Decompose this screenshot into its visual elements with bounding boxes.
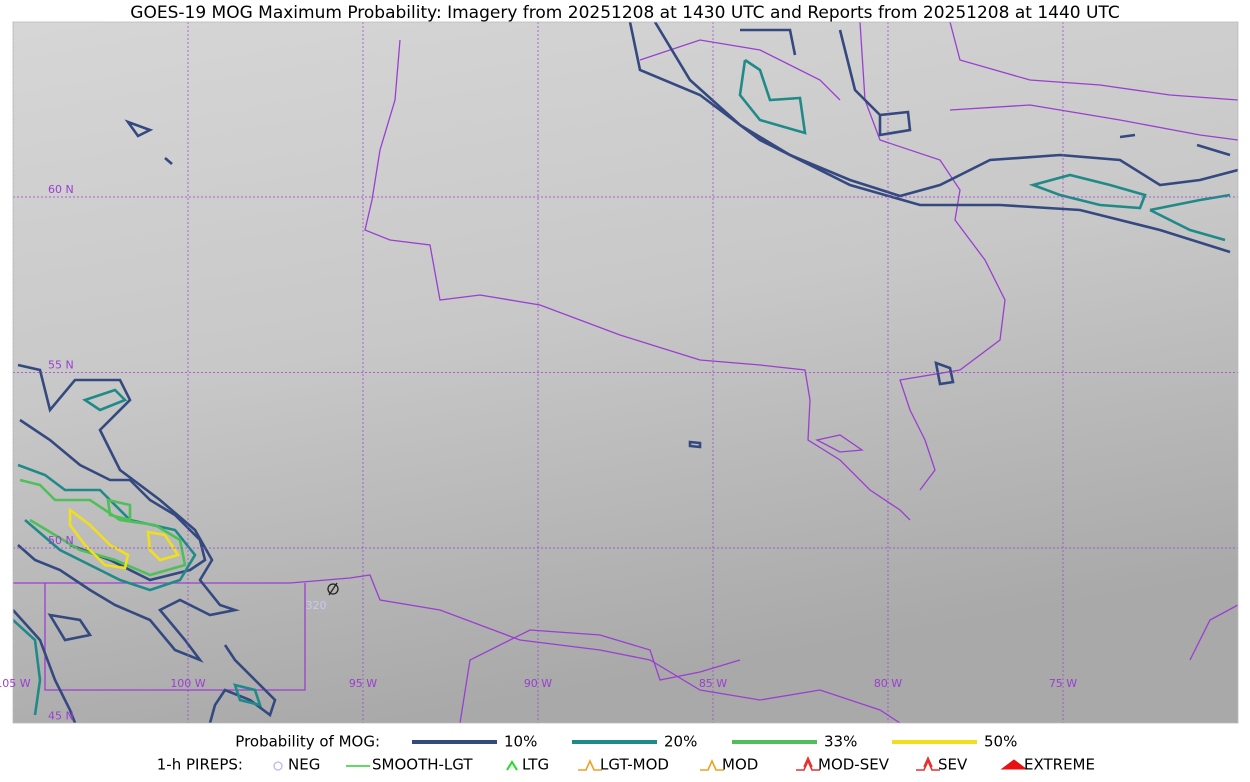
- latitude-label: 55 N: [48, 359, 74, 372]
- longitude-label: 75 W: [1049, 677, 1077, 690]
- legend-label: SMOOTH-LGT: [372, 756, 473, 774]
- legend-icon: [273, 761, 283, 771]
- longitude-label: 100 W: [170, 677, 205, 690]
- coastlines: [13, 22, 1238, 723]
- legend-label: EXTREME: [1024, 756, 1095, 774]
- title: GOES-19 MOG Maximum Probability: Imagery…: [130, 3, 1119, 23]
- legend-icon: [578, 759, 602, 771]
- legend-label: LGT-MOD: [600, 756, 669, 774]
- map-frame: [12, 21, 1239, 724]
- longitude-label: 80 W: [874, 677, 902, 690]
- legend-label: SEV: [938, 756, 968, 774]
- legend-title: Probability of MOG:: [235, 733, 380, 751]
- legend-icon: [916, 756, 940, 771]
- legend-icon: [1000, 759, 1028, 770]
- pirep-neg-icon: [327, 583, 339, 595]
- legend-label: 20%: [664, 733, 697, 751]
- pirep-altitude: 320: [306, 599, 327, 612]
- legend-label: MOD-SEV: [818, 756, 890, 774]
- longitude-label: 95 W: [349, 677, 377, 690]
- legend-icon: [506, 760, 518, 771]
- longitude-label: 90 W: [524, 677, 552, 690]
- longitude-label: 85 W: [699, 677, 727, 690]
- graticule: [13, 22, 1238, 723]
- legend-icon: [700, 759, 724, 771]
- legend-label: NEG: [288, 756, 320, 774]
- legend-label: MOD: [722, 756, 758, 774]
- legend-label: 10%: [504, 733, 537, 751]
- mog-contours: [13, 22, 1238, 723]
- legend: Probability of MOG: 10% 20% 33% 50% 1-h PIREP…: [157, 733, 1095, 774]
- pirep-neg-slash: [328, 582, 338, 596]
- latitude-label: 50 N: [48, 534, 74, 547]
- legend-label: 50%: [984, 733, 1017, 751]
- graticule-labels: 60 N 55 N 50 N 45 N 105 W 100 W 95 W 90 W 85 W 80…: [0, 183, 1077, 723]
- pirep-report: 320: [306, 582, 339, 612]
- map: 320: [13, 22, 1238, 723]
- latitude-label: 45 N: [48, 710, 74, 723]
- legend-icon: [796, 756, 820, 771]
- legend-title: 1-h PIREPS:: [157, 756, 243, 774]
- legend-label: LTG: [522, 756, 549, 774]
- longitude-label: 105 W: [0, 677, 31, 690]
- latitude-label: 60 N: [48, 183, 74, 196]
- legend-label: 33%: [824, 733, 857, 751]
